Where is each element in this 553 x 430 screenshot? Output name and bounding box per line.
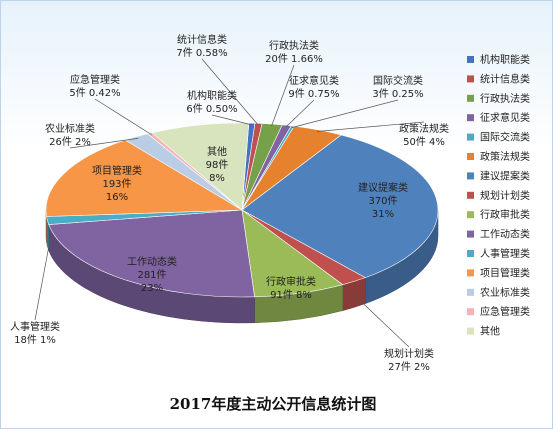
slice-12-top	[45, 139, 244, 217]
legend-swatch-3	[467, 94, 474, 102]
legend-swatch-1	[467, 56, 474, 63]
legend-swatch-9	[467, 211, 474, 219]
slice-1-label: 机构职能类 6件 0.50%	[186, 89, 237, 115]
slice-13-label: 农业标准类 26件 2%	[45, 122, 95, 148]
legend-swatch-13	[467, 288, 474, 296]
slice-6-label: 政策法规类 50件 4%	[399, 122, 449, 148]
legend-item-4: 征求意见类	[480, 111, 530, 124]
legend-item-3: 行政执法类	[480, 92, 530, 105]
legend-swatch-8	[467, 191, 474, 199]
chart-title: 2017年度主动公开信息统计图	[170, 395, 377, 413]
slice-5-label: 国际交流类 3件 0.25%	[372, 74, 423, 100]
legend-item-11: 人事管理类	[480, 247, 530, 260]
slice-4-leader	[285, 99, 315, 128]
legend-swatch-5	[467, 133, 474, 141]
slice-15-label: 其他 98件 8%	[206, 145, 229, 184]
slice-7-label: 建议提案类 370件 31%	[358, 181, 408, 220]
slice-9-label: 行政审批类 91件 8%	[266, 275, 316, 301]
legend-swatch-6	[467, 153, 474, 160]
slice-14-label: 应急管理类 5件 0.42%	[69, 73, 120, 99]
legend-item-9: 行政审批类	[480, 208, 530, 221]
legend-item-12: 项目管理类	[480, 266, 530, 279]
slice-6-leader	[316, 121, 425, 132]
slice-5-leader	[291, 99, 399, 128]
legend-swatch-2	[467, 75, 474, 83]
legend-item-8: 规划计划类	[480, 189, 530, 202]
legend-item-5: 国际交流类	[480, 131, 530, 144]
slice-10-top	[48, 209, 255, 298]
legend-item-14: 应急管理类	[480, 305, 530, 318]
slice-8-leader	[351, 292, 410, 348]
slice-2-label: 统计信息类 7件 0.58%	[176, 33, 227, 59]
legend-item-1: 机构职能类	[480, 53, 530, 66]
legend-item-6: 政策法规类	[480, 150, 530, 163]
legend-swatch-4	[467, 114, 474, 122]
slice-11-leader	[34, 233, 52, 321]
slice-13-leader	[69, 137, 139, 149]
slice-7-top	[241, 134, 439, 278]
legend-swatch-12	[467, 269, 474, 277]
legend-swatch-10	[467, 230, 474, 238]
slice-15-top	[151, 122, 250, 211]
legend-item-15: 其他	[480, 325, 500, 338]
legend-item-2: 统计信息类	[480, 72, 530, 85]
slice-2-leader	[201, 58, 259, 126]
legend-item-7: 建议提案类	[480, 169, 530, 182]
slice-1-leader	[211, 114, 252, 126]
slice-4-label: 征求意见类 9件 0.75%	[288, 74, 339, 100]
slice-11-label: 人事管理类 18件 1%	[10, 320, 60, 346]
slice-10-label: 工作动态类 281件 23%	[127, 255, 177, 294]
legend-swatch-7	[467, 172, 474, 180]
legend-item-10: 工作动态类	[480, 228, 530, 241]
slice-12-label: 项目管理类 193件 16%	[92, 164, 142, 203]
slice-8-label: 规划计划类 27件 2%	[384, 347, 434, 373]
legend-swatch-11	[467, 250, 474, 257]
legend-swatch-14	[467, 308, 474, 316]
legend-item-13: 农业标准类	[480, 286, 530, 299]
slice-3-label: 行政执法类 20件 1.66%	[265, 39, 323, 65]
slice-3-leader	[271, 64, 295, 126]
legend-swatch-15	[467, 327, 474, 335]
slice-14-leader	[94, 98, 152, 136]
